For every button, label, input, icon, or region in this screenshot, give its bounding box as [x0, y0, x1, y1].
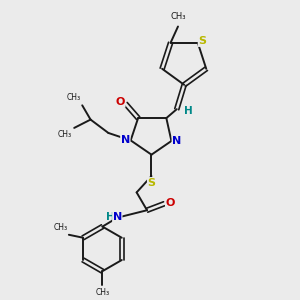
- Text: O: O: [116, 97, 125, 107]
- Text: N: N: [121, 135, 130, 146]
- Text: CH₃: CH₃: [58, 130, 72, 139]
- Text: CH₃: CH₃: [95, 288, 110, 297]
- Text: O: O: [166, 197, 175, 208]
- Text: CH₃: CH₃: [67, 93, 81, 102]
- Text: N: N: [113, 212, 122, 222]
- Text: H: H: [106, 212, 115, 222]
- Text: S: S: [148, 178, 155, 188]
- Text: CH₃: CH₃: [170, 12, 186, 21]
- Text: S: S: [198, 36, 206, 46]
- Text: CH₃: CH₃: [53, 223, 68, 232]
- Text: H: H: [184, 106, 193, 116]
- Text: N: N: [172, 136, 182, 146]
